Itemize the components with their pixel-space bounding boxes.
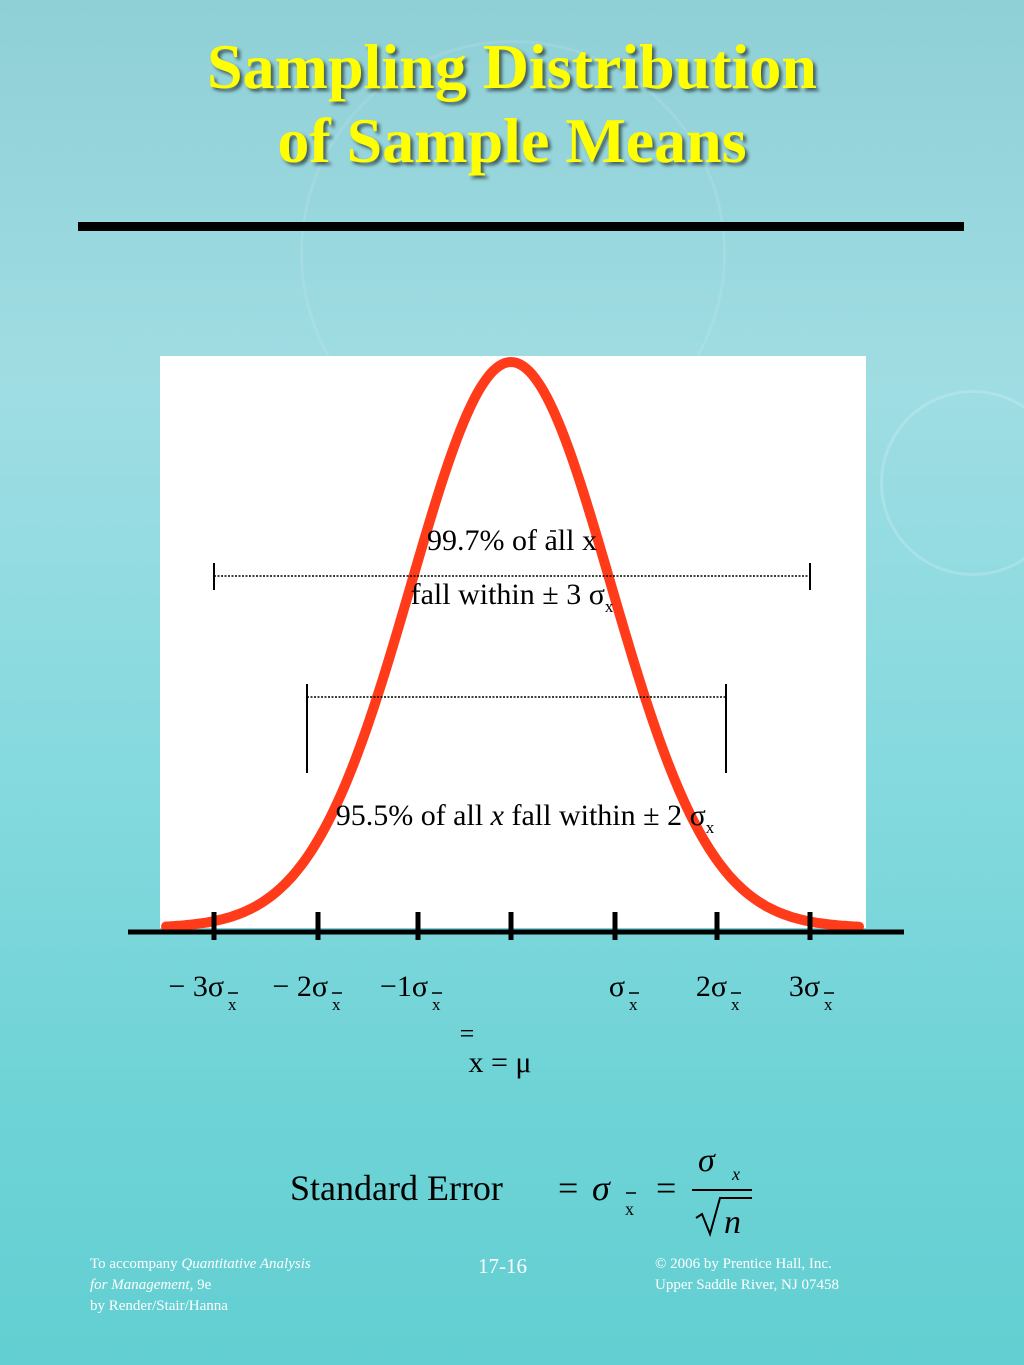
annotation-3sigma-line1: 99.7% of all x: [427, 524, 597, 557]
page-number: 17-16: [478, 1254, 527, 1278]
slide-title: Sampling Distribution of Sample Means: [0, 30, 1024, 178]
tick-label: σ: [609, 970, 625, 1003]
formula-lhs: Standard Error: [290, 1168, 503, 1208]
title-line-2: of Sample Means: [277, 105, 747, 176]
center-label-bar: =: [460, 1019, 475, 1048]
footer-right: © 2006 by Prentice Hall, Inc. Upper Sadd…: [655, 1254, 839, 1296]
formula-eq-2: =: [656, 1168, 676, 1208]
title-line-1: Sampling Distribution: [207, 31, 817, 102]
tick-label-subscript: x: [629, 995, 638, 1014]
tick-label: 2σ: [696, 970, 727, 1003]
tick-label-subscript: x: [332, 995, 341, 1014]
normal-curve: [161, 356, 864, 932]
sqrt-icon: [695, 1197, 752, 1238]
formula-denominator: n: [724, 1204, 741, 1241]
tick-label: − 3σ: [168, 970, 224, 1003]
annotation-3sigma-line2-text: fall within ± 3 σ: [411, 578, 605, 611]
center-label: x = μ: [468, 1046, 531, 1079]
tick-label-subscript: x: [228, 995, 237, 1014]
axis-ticks: [211, 912, 813, 940]
annotation-2sigma-subscript: x: [706, 818, 715, 837]
formula-numerator: σ: [698, 1142, 716, 1179]
footer-left-line1-prefix: To accompany: [90, 1256, 182, 1272]
annotation-2sigma-prefix: 95.5% of all: [336, 799, 491, 832]
footer-left-line2-italic: for Management,: [90, 1277, 194, 1293]
annotation-2sigma-var: x: [490, 799, 505, 832]
range-bracket-3sigma: [213, 563, 811, 590]
formula-eq-1: =: [558, 1168, 578, 1208]
annotation-3sigma-subscript: x: [605, 597, 614, 616]
formula-sigma: σ: [592, 1168, 611, 1208]
tick-label: 3σ: [789, 970, 820, 1003]
annotation-2sigma-middle: fall within ± 2 σ: [504, 799, 706, 832]
tick-label-subscript: x: [432, 995, 441, 1014]
formula-sigma-sub: x: [625, 1199, 634, 1219]
tick-label: − 2σ: [272, 970, 328, 1003]
title-underline: [78, 222, 964, 231]
footer-left-line3: by Render/Stair/Hanna: [90, 1298, 228, 1314]
standard-error-formula: Standard Error = σ x = σ x n: [290, 1142, 752, 1241]
plot-panel: [160, 356, 866, 928]
tick-label-subscript: x: [731, 995, 740, 1014]
tick-label: −1σ: [380, 970, 428, 1003]
range-bracket-2sigma: [306, 684, 727, 773]
footer-left-line1-italic: Quantitative Analysis: [181, 1256, 311, 1272]
footer-left: To accompany Quantitative Analysis for M…: [90, 1254, 311, 1317]
footer-left-line2-suffix: 9e: [193, 1277, 212, 1293]
formula-numerator-sub: x: [731, 1164, 740, 1184]
footer-right-line2: Upper Saddle River, NJ 07458: [655, 1277, 839, 1293]
annotation-3sigma-line2: fall within ± 3 σx: [411, 578, 614, 616]
tick-label-subscript: x: [824, 995, 833, 1014]
annotation-2sigma: 95.5% of all x fall within ± 2 σx: [336, 799, 715, 837]
footer-right-line1: © 2006 by Prentice Hall, Inc.: [655, 1256, 832, 1272]
